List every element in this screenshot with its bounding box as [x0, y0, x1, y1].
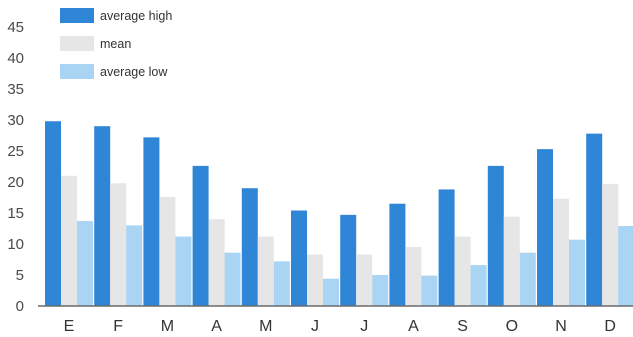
legend-item: mean	[60, 36, 131, 51]
legend-label: mean	[100, 37, 131, 51]
bar-group	[94, 126, 142, 306]
bar-average-low	[372, 275, 388, 306]
legend-label: average low	[100, 65, 168, 79]
bar-average-low	[77, 221, 93, 306]
y-tick-label: 40	[7, 50, 24, 67]
x-category-label: J	[360, 318, 368, 335]
y-axis-tick-labels: 0 5 10 15 20 25 30 35 40 45	[7, 19, 24, 315]
y-tick-label: 25	[7, 143, 24, 160]
bar-group	[389, 204, 437, 306]
bar-group	[45, 121, 93, 306]
x-category-label: E	[64, 318, 75, 335]
x-category-label: M	[259, 318, 272, 335]
y-tick-label: 15	[7, 205, 24, 222]
bar-group	[439, 189, 487, 306]
bar-mean	[110, 183, 126, 306]
bar-mean	[307, 255, 323, 306]
bar-group	[488, 166, 536, 306]
bar-mean	[602, 184, 618, 306]
y-tick-label: 35	[7, 81, 24, 98]
legend-swatch	[60, 64, 94, 79]
bar-average-high	[586, 134, 602, 306]
bar-mean	[455, 237, 471, 306]
bar-average-high	[94, 126, 110, 306]
bar-mean	[209, 219, 225, 306]
y-tick-label: 5	[16, 267, 24, 284]
x-category-label: O	[506, 318, 518, 335]
bar-mean	[553, 199, 569, 306]
bar-group	[242, 188, 290, 306]
x-category-label: J	[311, 318, 319, 335]
bar-group	[291, 211, 339, 306]
bar-average-high	[389, 204, 405, 306]
bar-mean	[61, 176, 77, 306]
x-category-label: S	[457, 318, 468, 335]
bar-mean	[356, 255, 372, 306]
bar-average-low	[175, 237, 191, 306]
bar-groups	[45, 121, 633, 306]
bar-average-high	[537, 149, 553, 306]
bar-average-high	[340, 215, 356, 306]
bar-average-low	[569, 240, 585, 306]
bar-average-high	[291, 211, 307, 306]
bar-average-low	[471, 265, 487, 306]
bar-average-high	[45, 121, 61, 306]
bar-average-low	[323, 279, 339, 306]
bar-average-high	[439, 189, 455, 306]
legend-swatch	[60, 36, 94, 51]
x-category-label: A	[211, 318, 222, 335]
bar-average-low	[421, 276, 437, 306]
x-category-label: D	[604, 318, 616, 335]
legend: average high mean average low	[60, 8, 172, 79]
bar-group	[537, 149, 585, 306]
bar-average-high	[242, 188, 258, 306]
bar-average-low	[126, 225, 142, 306]
x-category-label: M	[161, 318, 174, 335]
bar-average-high	[193, 166, 209, 306]
y-tick-label: 45	[7, 19, 24, 36]
x-category-label: F	[113, 318, 123, 335]
bar-average-high	[143, 137, 159, 306]
bar-mean	[504, 217, 520, 306]
bar-group	[193, 166, 241, 306]
bar-average-low	[520, 253, 536, 306]
bar-average-low	[225, 253, 241, 306]
bar-group	[143, 137, 191, 306]
bar-average-high	[488, 166, 504, 306]
x-category-label: A	[408, 318, 419, 335]
bar-mean	[258, 237, 274, 306]
legend-item: average high	[60, 8, 172, 23]
bar-average-low	[274, 261, 290, 306]
bar-average-low	[618, 226, 633, 306]
y-tick-label: 10	[7, 236, 24, 253]
legend-swatch	[60, 8, 94, 23]
legend-label: average high	[100, 9, 172, 23]
y-tick-label: 20	[7, 174, 24, 191]
bar-mean	[405, 247, 421, 306]
bar-group	[586, 134, 633, 306]
legend-item: average low	[60, 64, 168, 79]
y-tick-label: 0	[16, 298, 24, 315]
x-category-label: N	[555, 318, 567, 335]
bar-group	[340, 215, 388, 306]
bar-mean	[159, 197, 175, 306]
y-tick-label: 30	[7, 112, 24, 129]
